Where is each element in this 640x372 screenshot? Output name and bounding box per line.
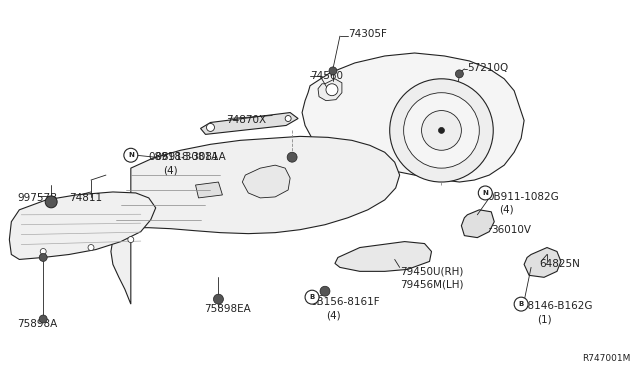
- Circle shape: [45, 196, 57, 208]
- Text: (4): (4): [163, 165, 177, 175]
- Circle shape: [326, 84, 338, 96]
- Circle shape: [305, 290, 319, 304]
- Circle shape: [40, 248, 46, 254]
- Circle shape: [438, 128, 444, 134]
- Circle shape: [390, 79, 493, 182]
- Text: 75898A: 75898A: [17, 319, 58, 329]
- Circle shape: [404, 93, 479, 168]
- Text: (4): (4): [326, 310, 340, 320]
- Circle shape: [422, 110, 461, 150]
- Circle shape: [39, 315, 47, 323]
- Text: 36010V: 36010V: [492, 225, 531, 235]
- Circle shape: [124, 148, 138, 162]
- Text: (4): (4): [499, 205, 514, 215]
- Text: R747001M: R747001M: [582, 354, 630, 363]
- Polygon shape: [111, 137, 399, 304]
- Text: 08146-B162G: 08146-B162G: [521, 301, 593, 311]
- Text: 57210Q: 57210Q: [467, 63, 509, 73]
- Circle shape: [285, 116, 291, 122]
- Polygon shape: [10, 192, 156, 259]
- Circle shape: [128, 237, 134, 243]
- Text: 64825N: 64825N: [539, 259, 580, 269]
- Text: (1): (1): [537, 314, 552, 324]
- Polygon shape: [335, 241, 431, 271]
- Circle shape: [207, 124, 214, 131]
- Text: 79450U(RH): 79450U(RH): [399, 266, 463, 276]
- Text: 75898EA: 75898EA: [205, 304, 252, 314]
- Polygon shape: [318, 79, 342, 101]
- Circle shape: [287, 152, 297, 162]
- Polygon shape: [461, 210, 494, 238]
- Circle shape: [456, 70, 463, 78]
- Text: 74811: 74811: [69, 193, 102, 203]
- Text: N: N: [128, 152, 134, 158]
- Polygon shape: [524, 247, 561, 277]
- Text: 99757B: 99757B: [17, 193, 58, 203]
- Text: 79456M(LH): 79456M(LH): [399, 279, 463, 289]
- Text: 0B156-8161F: 0B156-8161F: [310, 297, 380, 307]
- Circle shape: [88, 244, 94, 250]
- Text: B: B: [518, 301, 524, 307]
- Circle shape: [214, 294, 223, 304]
- Polygon shape: [200, 113, 298, 134]
- Text: 74870X: 74870X: [227, 115, 266, 125]
- Polygon shape: [243, 165, 290, 198]
- Text: 08918-3081A: 08918-3081A: [148, 152, 219, 162]
- Circle shape: [329, 67, 337, 75]
- Text: N: N: [483, 190, 488, 196]
- Text: 74560: 74560: [310, 71, 343, 81]
- Polygon shape: [302, 53, 524, 182]
- Text: 74305F: 74305F: [348, 29, 387, 39]
- Polygon shape: [196, 182, 223, 198]
- Circle shape: [39, 253, 47, 262]
- Circle shape: [478, 186, 492, 200]
- Text: 08918-3081A: 08918-3081A: [148, 152, 225, 162]
- Text: B: B: [309, 294, 315, 300]
- Circle shape: [320, 286, 330, 296]
- Text: 0B911-1082G: 0B911-1082G: [487, 192, 559, 202]
- Circle shape: [514, 297, 528, 311]
